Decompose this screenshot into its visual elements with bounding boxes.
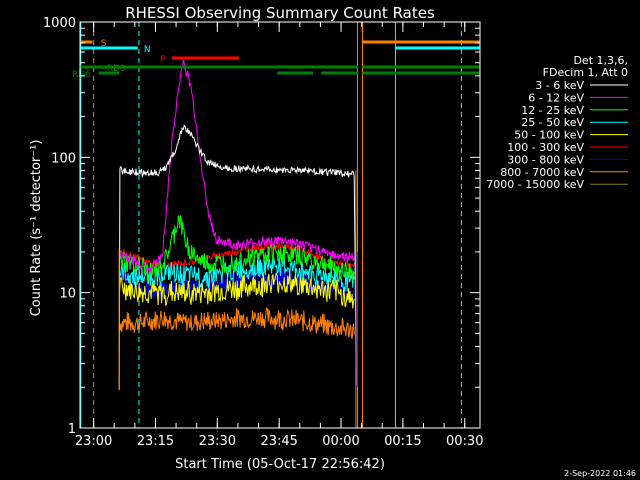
- y-axis-label: Count Rate (s⁻¹ detector⁻¹): [29, 140, 44, 317]
- legend-entry-label: 300 - 800 keV: [507, 153, 584, 166]
- legend-entry-label: 12 - 25 keV: [521, 104, 584, 117]
- y-tick-label: 1000: [43, 16, 76, 31]
- series-800-7000-kev: [119, 307, 355, 339]
- x-tick-label: 23:30: [199, 434, 236, 449]
- x-tick-label: 23:15: [137, 434, 174, 449]
- x-tick-label: 00:30: [446, 434, 483, 449]
- flag-label-s: S: [101, 39, 107, 49]
- legend-entry-label: 3 - 6 keV: [535, 79, 584, 92]
- x-tick-label: 00:15: [384, 434, 421, 449]
- legend-entry-label: 800 - 7000 keV: [500, 166, 584, 179]
- flag-label-f: F: [160, 55, 165, 65]
- x-tick-label: 00:00: [322, 434, 359, 449]
- plot-area: S NF RD9 RD6 1 10 100 1000 23:00 23:15 23:30 23:45 0…: [43, 16, 484, 449]
- y-tick-label: 10: [59, 287, 76, 302]
- flag-label-rd6: RD6: [72, 70, 91, 80]
- y-tick-label: 100: [51, 151, 76, 166]
- series-12-25-kev: [119, 215, 355, 281]
- x-tick-label: 23:00: [75, 434, 112, 449]
- series-25-50-kev: [119, 254, 355, 292]
- x-axis-label: Start Time (05-Oct-17 22:56:42): [175, 457, 385, 472]
- series-3-6-kev: [118, 124, 357, 390]
- flag-label-rd9: RD9: [107, 64, 126, 74]
- legend-entry-label: 50 - 100 keV: [514, 129, 584, 142]
- legend-header-line: FDecim 1, Att 0: [543, 66, 628, 79]
- x-tick-label: 23:45: [260, 434, 297, 449]
- y-tick-label: 1: [68, 422, 76, 437]
- legend-entry-label: 25 - 50 keV: [521, 116, 584, 129]
- legend-entry-label: 7000 - 15000 keV: [486, 178, 584, 191]
- series-50-100-kev: [119, 271, 355, 309]
- legend-header-line: Det 1,3,6,: [573, 54, 628, 67]
- plot-frame: [79, 21, 481, 429]
- chart-title: RHESSI Observing Summary Count Rates: [125, 4, 435, 22]
- legend-entry-label: 6 - 12 keV: [528, 91, 584, 104]
- timestamp-footnote: 2-Sep-2022 01:46: [564, 469, 636, 478]
- flag-label-n: N: [144, 45, 151, 55]
- legend-entry-label: 100 - 300 keV: [507, 141, 584, 154]
- series-6-12-kev: [119, 59, 355, 274]
